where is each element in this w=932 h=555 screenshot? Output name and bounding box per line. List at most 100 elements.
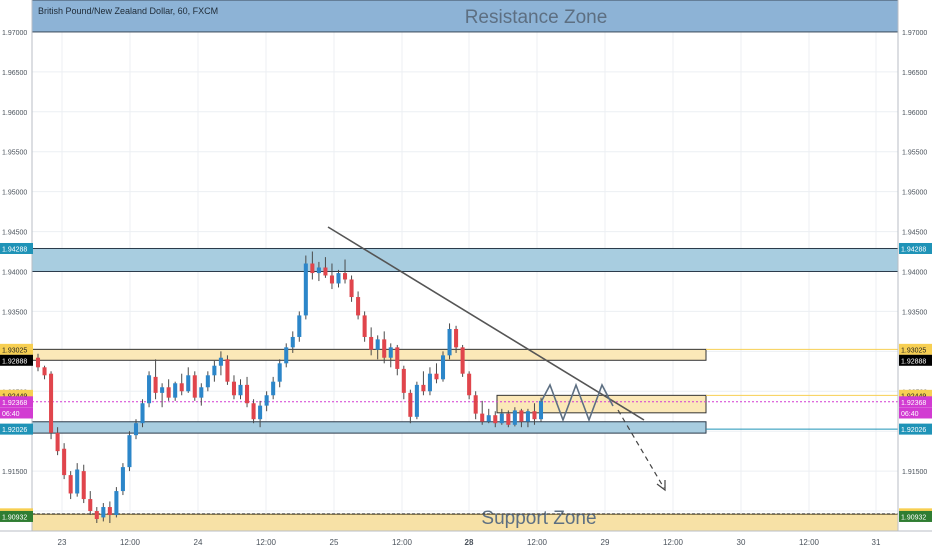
x-tick-label: 12:00: [663, 538, 684, 547]
candle-body: [42, 367, 47, 376]
candle-body: [68, 475, 73, 494]
y-tick-label-right: 1.96000: [902, 110, 927, 117]
x-tick-label: 12:00: [120, 538, 141, 547]
support-zone-label: Support Zone: [481, 508, 596, 529]
candle-body: [55, 432, 60, 452]
candle-body: [251, 403, 256, 420]
y-tick-label-right: 1.91500: [902, 469, 927, 476]
candle-body: [238, 384, 243, 396]
chart-title: British Pound/New Zealand Dollar, 60, FX…: [38, 6, 218, 16]
y-tick-label-left: 1.94500: [2, 230, 27, 237]
y-tick-label-left: 1.96000: [2, 110, 27, 117]
candle-body: [107, 507, 112, 516]
candle-body: [480, 413, 485, 422]
candle-body: [192, 375, 197, 398]
price-badge-label-right: 1.92368: [901, 400, 926, 407]
candle-body: [427, 373, 432, 392]
price-badge-right: [899, 354, 932, 366]
mid-band: [31, 348, 707, 361]
candle-body: [120, 467, 125, 492]
price-badge-label-left: 1.92368: [2, 400, 27, 407]
candle-body: [271, 381, 276, 396]
candle-body: [519, 410, 524, 422]
candle-body: [369, 336, 374, 350]
price-badge-left: [0, 396, 33, 408]
candle-body: [81, 471, 86, 500]
y-tick-label-right: 1.94000: [902, 269, 927, 276]
candle-body: [88, 499, 93, 512]
candle-body: [493, 415, 498, 424]
price-badge-label-right: 1.93025: [901, 347, 926, 354]
y-tick-label-left: 1.93500: [2, 309, 27, 316]
candle-body: [186, 375, 191, 392]
candle-body: [133, 423, 139, 436]
candle-body: [316, 267, 321, 274]
price-badge-right: [899, 510, 932, 522]
price-badge-label-right: 1.90932: [901, 514, 926, 521]
arrow-head: [656, 480, 666, 492]
price-badge-left: [0, 389, 33, 401]
candle-body: [343, 273, 348, 280]
candle-body: [454, 328, 459, 348]
price-badge-label-left: 1.92888: [2, 358, 27, 365]
price-badge-right: [899, 407, 932, 419]
candle-body: [199, 387, 204, 398]
price-badge-label-left: 1.94288: [2, 246, 27, 253]
candle-body: [303, 263, 308, 316]
candle-body: [179, 383, 184, 392]
price-badge-right: [899, 396, 932, 408]
candle-body: [62, 448, 67, 476]
x-tick-label: 12:00: [392, 538, 413, 547]
candle-body: [362, 315, 367, 337]
x-tick-label: 12:00: [527, 538, 548, 547]
candle-body: [486, 415, 491, 422]
price-badge-right: [899, 242, 932, 254]
candle-body: [35, 357, 41, 368]
candle-body: [297, 315, 302, 337]
support-zone: [31, 513, 899, 532]
candle-body: [147, 375, 152, 404]
candle-body: [512, 410, 517, 425]
projection-arrow: [617, 409, 665, 489]
y-tick-label-left: 1.94000: [2, 269, 27, 276]
x-tick-label: 12:00: [799, 538, 820, 547]
candle-body: [434, 373, 439, 380]
y-tick-label-right: 1.97000: [902, 30, 927, 37]
candle-body: [421, 384, 426, 392]
price-badge-label-left: 1.92026: [2, 427, 27, 434]
y-tick-label-right: 1.94500: [902, 230, 927, 237]
price-badge-right: [899, 389, 932, 401]
price-badge-label-right: 1.92026: [901, 427, 926, 434]
candle-body: [231, 381, 236, 396]
candle-body: [414, 384, 419, 417]
candle-body: [290, 336, 295, 348]
y-tick-label-right: 1.95000: [902, 190, 927, 197]
y-tick-label-right: 1.95500: [902, 150, 927, 157]
candle-body: [460, 347, 465, 374]
x-tick-label: 24: [194, 538, 203, 547]
candle-body: [408, 392, 413, 417]
candle-body: [375, 339, 380, 350]
candle-body: [310, 263, 315, 274]
candle-body: [329, 275, 334, 284]
candle-body: [160, 387, 165, 393]
candle-body: [395, 347, 400, 369]
candle-body: [101, 507, 106, 518]
price-badge-label-left: 1.90932: [2, 514, 27, 521]
candle-body: [205, 375, 210, 388]
y-tick-label-right: 1.93500: [902, 309, 927, 316]
price-badge-left: [0, 510, 33, 522]
candle-body: [258, 405, 263, 420]
candle-body: [94, 511, 99, 520]
candle-body: [525, 411, 530, 422]
candles-group: [35, 251, 544, 524]
candle-body: [245, 384, 250, 404]
candle-body: [473, 395, 478, 414]
candle-body: [284, 347, 289, 364]
candle-body: [447, 328, 452, 356]
candle-body: [127, 435, 132, 468]
candle-body: [166, 387, 171, 398]
candle-body: [506, 413, 511, 425]
